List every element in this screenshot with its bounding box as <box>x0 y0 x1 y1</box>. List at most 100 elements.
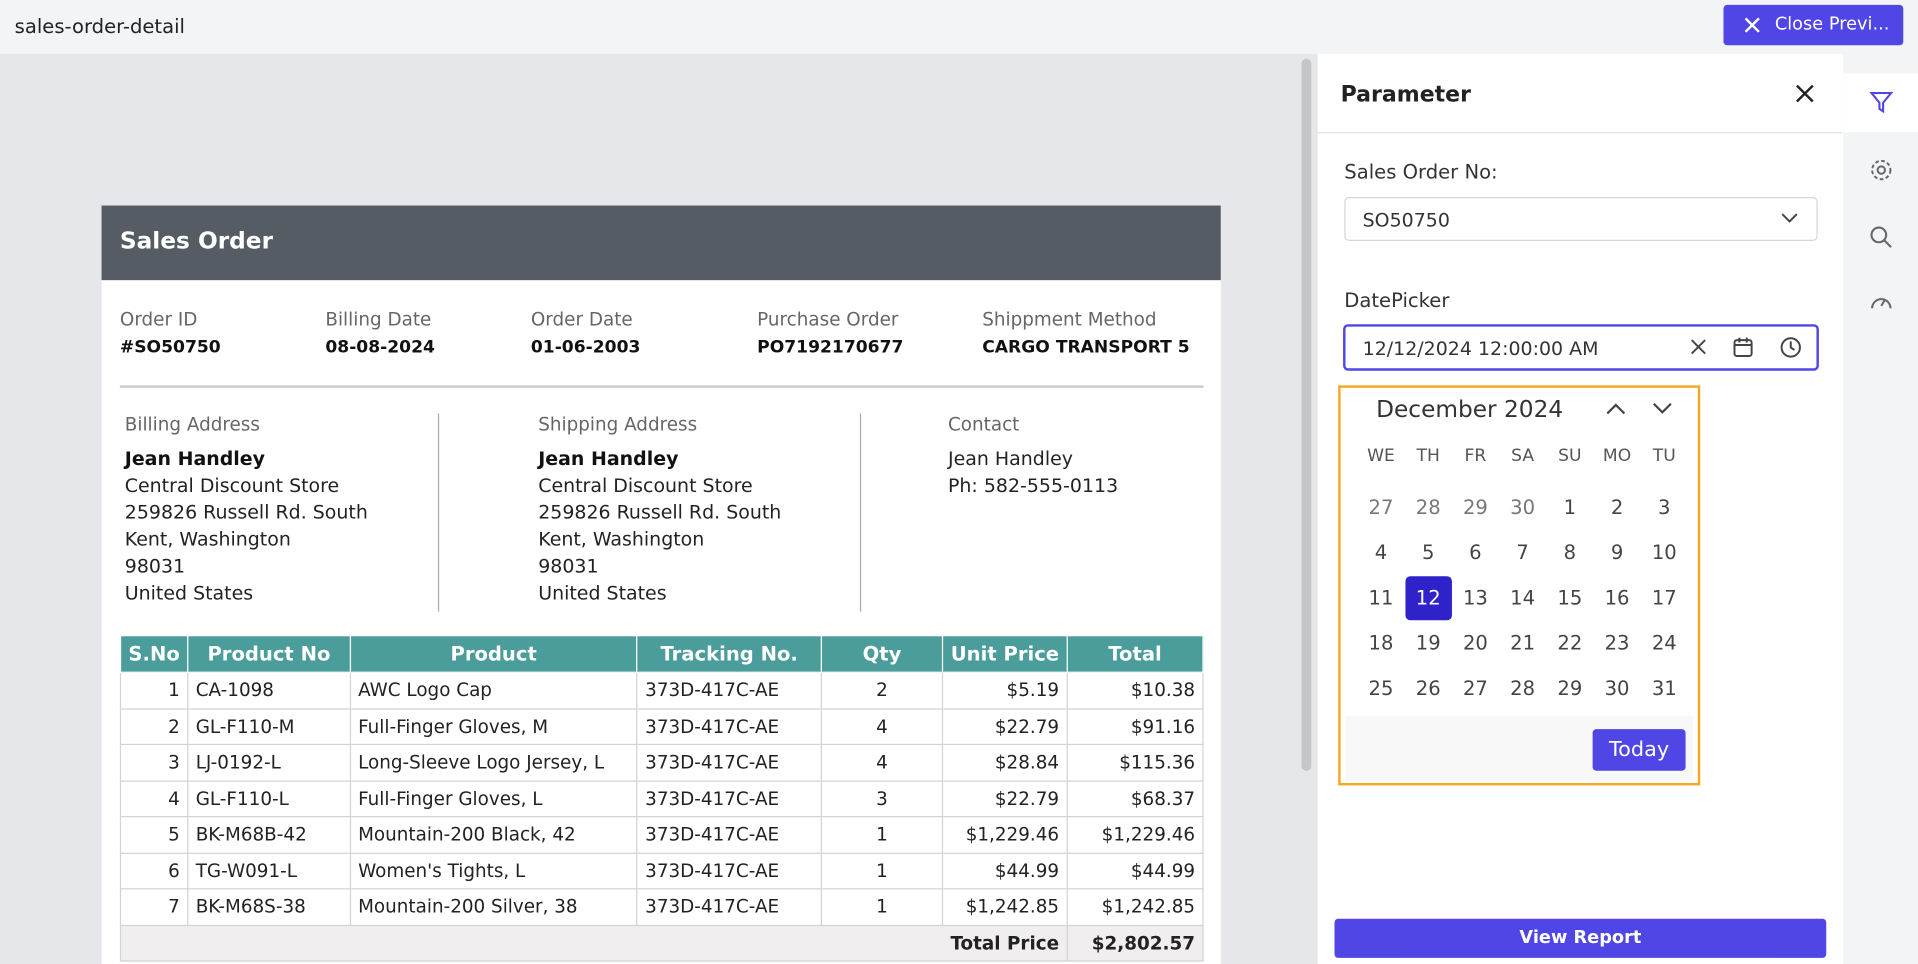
date-input[interactable]: 12/12/2024 12:00:00 AM <box>1343 324 1819 371</box>
address-line: Jean Handley <box>124 447 266 470</box>
day[interactable]: 29 <box>1557 676 1583 700</box>
table-cell: 7 <box>119 888 189 926</box>
sales-order-select[interactable]: SO50750 <box>1344 196 1818 242</box>
day[interactable]: 18 <box>1368 631 1394 655</box>
table-row: 4 GL-F110-L Full-Finger Gloves, L 373D-417C… <box>119 779 1204 818</box>
clock-icon[interactable] <box>1780 336 1802 358</box>
view-report-button[interactable]: View Report <box>1334 918 1827 958</box>
divider <box>119 385 1204 388</box>
table-cell: 373D-417C-AE <box>636 707 822 746</box>
selected-day[interactable]: 12 <box>1404 576 1452 621</box>
gauge-icon[interactable] <box>1869 291 1893 315</box>
calendar-popup: December 2024 Today WE TH FR SA SU MO TU 27 28 29… <box>1338 385 1701 786</box>
day[interactable]: 27 <box>1368 495 1394 519</box>
today-button[interactable]: Today <box>1592 729 1686 771</box>
close-icon <box>1744 17 1760 33</box>
day[interactable]: 28 <box>1415 495 1441 519</box>
address-label: Billing Address <box>124 413 260 436</box>
table-cell: $44.99 <box>942 852 1068 890</box>
divider <box>1317 132 1843 134</box>
day[interactable]: 1 <box>1563 495 1577 519</box>
clear-icon[interactable] <box>1690 339 1706 355</box>
address-line: 98031 <box>124 555 186 578</box>
column-header: Total <box>1066 634 1204 673</box>
address-label: Contact <box>947 413 1020 436</box>
day[interactable]: 22 <box>1557 631 1583 655</box>
table-cell: LJ-0192-L <box>187 743 351 782</box>
next-month[interactable] <box>1652 402 1673 414</box>
day[interactable]: 8 <box>1563 540 1577 564</box>
day[interactable]: 27 <box>1462 676 1488 700</box>
day[interactable]: 7 <box>1516 540 1529 564</box>
close-preview-button[interactable]: Close Previ... <box>1723 4 1904 46</box>
calendar-month: December 2024 <box>1376 396 1564 424</box>
panel-title: Parameter <box>1340 81 1471 108</box>
total-row: Total Price $2,802.57 <box>119 924 1204 962</box>
prev-month[interactable] <box>1606 402 1626 415</box>
active-tab <box>1843 73 1918 133</box>
day[interactable]: 6 <box>1469 540 1482 564</box>
day[interactable]: 30 <box>1604 676 1630 700</box>
day[interactable]: 30 <box>1510 495 1536 519</box>
weekday: SU <box>1558 446 1582 467</box>
day[interactable]: 15 <box>1557 586 1583 610</box>
table-cell: $115.36 <box>1066 743 1204 782</box>
day[interactable]: 21 <box>1510 631 1536 655</box>
day[interactable]: 2 <box>1610 495 1624 519</box>
day[interactable]: 24 <box>1651 631 1677 655</box>
address-line: Kent, Washington <box>124 528 291 551</box>
address-line: United States <box>124 582 254 605</box>
day[interactable]: 28 <box>1510 676 1536 700</box>
filter-icon[interactable] <box>1869 91 1894 115</box>
day[interactable]: 26 <box>1415 676 1441 700</box>
close-preview-label: Close Previ... <box>1774 14 1890 35</box>
table-cell: 1 <box>119 671 189 709</box>
table-cell: 2 <box>820 671 944 709</box>
day[interactable]: 31 <box>1651 676 1677 700</box>
day[interactable]: 29 <box>1462 495 1488 519</box>
search-icon[interactable] <box>1869 225 1893 249</box>
address-line: Central Discount Store <box>124 474 340 497</box>
divider <box>859 413 862 612</box>
address-line: United States <box>538 582 667 605</box>
table-row: 6 TG-W091-L Women's Tights, L 373D-417C-AE 1… <box>119 852 1204 890</box>
table-cell: $22.79 <box>942 707 1068 746</box>
panel-close[interactable] <box>1796 84 1814 103</box>
table-cell: $22.79 <box>942 779 1068 818</box>
weekday: SA <box>1511 446 1535 467</box>
table-cell: 373D-417C-AE <box>636 888 822 926</box>
field-label: DatePicker <box>1344 288 1450 312</box>
table-row: 5 BK-M68B-42 Mountain-200 Black, 42 373D-41… <box>119 816 1204 854</box>
day[interactable]: 14 <box>1510 586 1536 610</box>
address-line: Central Discount Store <box>538 474 753 497</box>
column-header: Tracking No. <box>636 634 822 673</box>
day[interactable]: 10 <box>1651 540 1677 564</box>
day[interactable]: 13 <box>1462 586 1488 610</box>
page-title: sales-order-detail <box>14 14 185 38</box>
table-cell: 4 <box>119 779 189 818</box>
order-table: S.No Product No Product Tracking No. Qty Unit… <box>119 634 1204 962</box>
column-header: Product <box>349 634 638 673</box>
day[interactable]: 23 <box>1604 631 1630 655</box>
field-value: PO7192170677 <box>757 337 904 358</box>
day[interactable]: 16 <box>1604 586 1630 610</box>
table-cell: 1 <box>820 852 944 890</box>
day[interactable]: 11 <box>1368 586 1394 610</box>
day[interactable]: 5 <box>1421 540 1435 564</box>
day[interactable]: 20 <box>1462 631 1488 655</box>
report-header <box>101 205 1221 281</box>
day[interactable]: 25 <box>1368 676 1394 700</box>
day[interactable]: 4 <box>1374 540 1388 564</box>
calendar-icon[interactable] <box>1732 336 1754 358</box>
table-cell: 373D-417C-AE <box>636 852 822 890</box>
day[interactable]: 9 <box>1610 540 1624 564</box>
total-value: $2,802.57 <box>1066 924 1204 962</box>
day[interactable]: 17 <box>1651 586 1677 610</box>
settings-icon[interactable] <box>1869 158 1893 182</box>
field-label: Billing Date <box>325 308 432 331</box>
day[interactable]: 19 <box>1415 631 1441 655</box>
table-cell: 4 <box>820 743 944 782</box>
table-cell: $1,229.46 <box>1066 816 1204 854</box>
day[interactable]: 3 <box>1658 495 1671 519</box>
